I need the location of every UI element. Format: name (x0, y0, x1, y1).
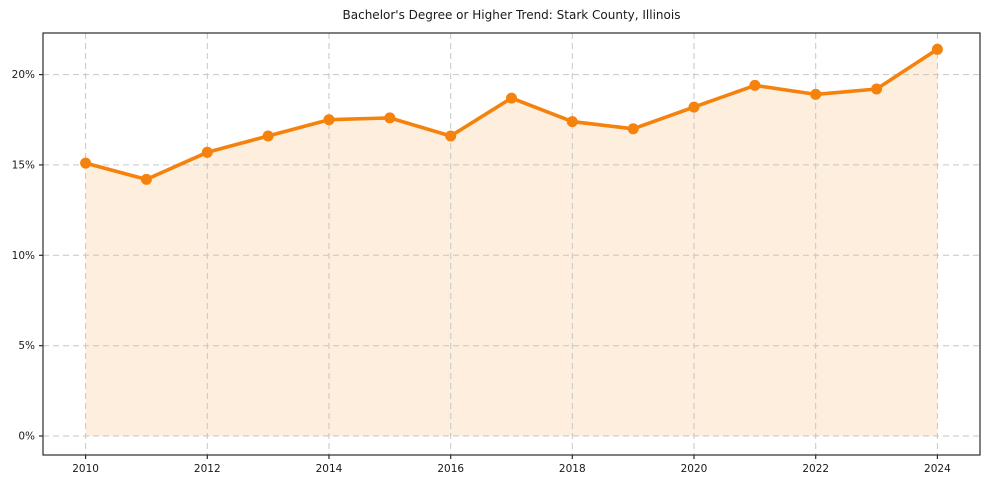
x-tick-label: 2010 (72, 463, 99, 475)
y-tick-label: 15% (12, 159, 35, 171)
axes-box (42, 32, 981, 456)
data-point-2012 (201, 146, 213, 158)
data-point-2024 (931, 43, 943, 55)
y-tick-label: 20% (12, 69, 35, 81)
data-point-2020 (688, 101, 700, 113)
data-point-2017 (506, 92, 517, 104)
x-tick-label: 2016 (437, 463, 464, 475)
x-tick-label: 2018 (559, 463, 586, 475)
data-point-2014 (323, 114, 335, 126)
chart-title: Bachelor's Degree or Higher Trend: Stark… (342, 8, 681, 22)
x-tick-label: 2024 (924, 463, 951, 475)
y-tick-label: 10% (12, 250, 35, 262)
data-point-2023 (871, 83, 883, 95)
data-point-2011 (140, 173, 152, 185)
y-tick-label: 5% (18, 340, 35, 352)
x-tick-label: 2012 (194, 463, 221, 475)
x-tick-label: 2020 (681, 463, 708, 475)
data-point-2018 (566, 116, 578, 128)
data-point-2021 (749, 79, 761, 91)
x-tick-label: 2022 (802, 463, 829, 475)
data-point-2022 (810, 88, 822, 100)
y-tick-label: 0% (18, 431, 35, 443)
data-point-2015 (384, 112, 396, 124)
data-point-2019 (627, 123, 639, 135)
data-point-2016 (445, 130, 457, 142)
area-fill (85, 49, 938, 437)
data-point-2013 (262, 130, 274, 142)
x-tick-label: 2014 (316, 463, 343, 475)
data-point-2010 (80, 157, 92, 169)
